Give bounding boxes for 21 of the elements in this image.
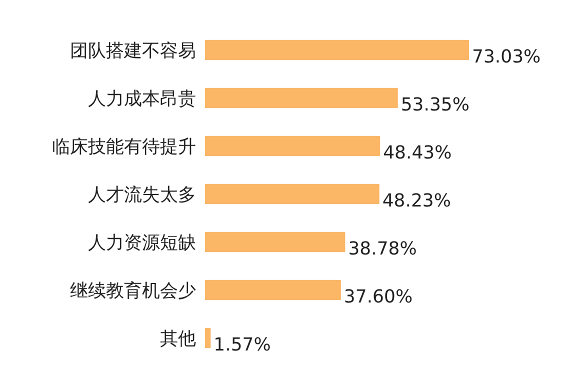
bar	[205, 328, 211, 348]
y-tick-label: 团队搭建不容易	[70, 40, 196, 62]
data-label: 37.60%	[344, 286, 413, 308]
data-label: 38.78%	[348, 238, 417, 260]
y-tick-label: 其他	[160, 328, 196, 350]
y-tick-label: 人才流失太多	[88, 184, 196, 206]
y-tick-label: 继续教育机会少	[70, 280, 196, 302]
bar	[205, 232, 346, 252]
bar	[205, 280, 341, 300]
y-tick-label: 人力资源短缺	[88, 232, 196, 254]
data-label: 73.03%	[472, 46, 541, 68]
bar	[205, 40, 469, 60]
data-label: 48.23%	[382, 190, 451, 212]
bar	[205, 88, 398, 108]
y-tick-label: 临床技能有待提升	[52, 136, 196, 158]
bar	[205, 184, 380, 204]
bar	[205, 136, 380, 156]
y-tick-label: 人力成本昂贵	[88, 88, 196, 110]
data-label: 53.35%	[400, 94, 470, 116]
data-label: 48.43%	[383, 142, 452, 164]
data-label: 1.57%	[214, 334, 271, 356]
